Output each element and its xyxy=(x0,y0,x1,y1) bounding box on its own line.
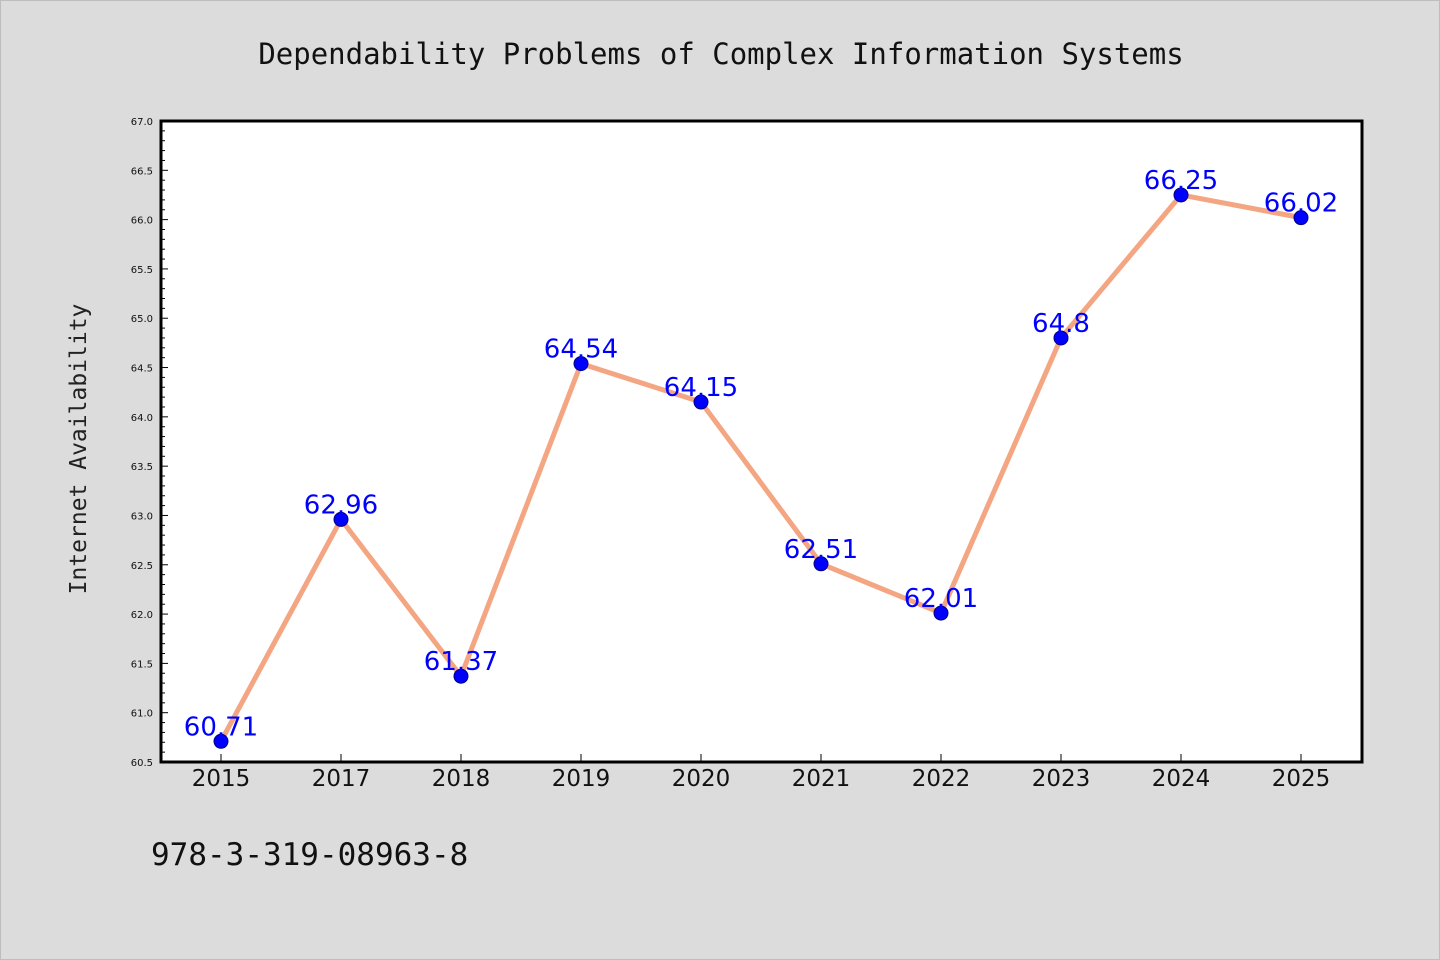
data-point xyxy=(813,556,829,572)
data-point xyxy=(1053,330,1069,346)
y-tick-label: 64.0 xyxy=(131,413,153,424)
y-tick-label: 64.5 xyxy=(131,364,153,375)
y-tick-label: 61.5 xyxy=(131,659,153,670)
data-label: 64.54 xyxy=(544,335,618,365)
isbn-footnote: 978-3-319-08963-8 xyxy=(151,837,468,873)
data-point xyxy=(693,394,709,410)
y-tick-label: 62.5 xyxy=(131,561,153,572)
y-axis-label: Internet Availability xyxy=(66,304,92,595)
y-tick-label: 65.0 xyxy=(131,314,153,325)
data-point xyxy=(1293,210,1309,226)
data-point xyxy=(213,733,229,749)
data-point xyxy=(453,668,469,684)
data-label: 66.02 xyxy=(1264,189,1338,219)
y-tick-label: 62.0 xyxy=(131,610,153,621)
x-tick-label: 2017 xyxy=(312,766,371,792)
data-label: 62.01 xyxy=(904,584,978,614)
series-line xyxy=(218,192,1304,744)
x-tick-label: 2024 xyxy=(1152,766,1211,792)
data-label: 62.96 xyxy=(304,490,378,520)
x-tick-label: 2021 xyxy=(792,766,851,792)
x-tick-label: 2018 xyxy=(432,766,491,792)
chart-title: Dependability Problems of Complex Inform… xyxy=(258,37,1183,71)
x-tick-label: 2020 xyxy=(672,766,731,792)
y-tick-label: 65.5 xyxy=(131,265,153,276)
x-axis: 2015 2017 2018 2019 2020 2021 2022 2023 2024 2025 xyxy=(192,754,1331,792)
y-tick-label: 63.0 xyxy=(131,511,153,522)
data-label: 62.51 xyxy=(784,535,858,565)
y-tick-label: 63.5 xyxy=(131,462,153,473)
y-tick-label: 61.0 xyxy=(131,709,153,720)
x-tick-label: 2025 xyxy=(1272,766,1331,792)
data-point xyxy=(333,511,349,527)
data-label: 64.8 xyxy=(1032,309,1090,339)
y-axis: 60.5 61.0 61.5 62.0 62.5 63.0 63.5 64.0 64.5 65.0… xyxy=(131,117,168,769)
y-tick-label: 67.0 xyxy=(131,117,153,128)
y-tick-label: 66.0 xyxy=(131,216,153,227)
plot-area xyxy=(159,119,1364,764)
y-tick-label: 66.5 xyxy=(131,166,153,177)
data-point xyxy=(573,356,589,372)
data-point xyxy=(1173,187,1189,203)
data-label: 61.37 xyxy=(424,647,498,677)
x-tick-label: 2015 xyxy=(192,766,251,792)
x-tick-label: 2022 xyxy=(912,766,971,792)
series-layer: 60.71 62.96 61.37 64.54 64.15 62.51 62.01 64.8 6… xyxy=(184,166,1338,749)
data-label: 64.15 xyxy=(664,373,738,403)
y-tick-label: 60.5 xyxy=(131,758,153,769)
data-point xyxy=(933,605,949,621)
x-tick-label: 2019 xyxy=(552,766,611,792)
x-tick-label: 2023 xyxy=(1032,766,1091,792)
data-label: 66.25 xyxy=(1144,166,1218,196)
data-label: 60.71 xyxy=(184,712,258,742)
